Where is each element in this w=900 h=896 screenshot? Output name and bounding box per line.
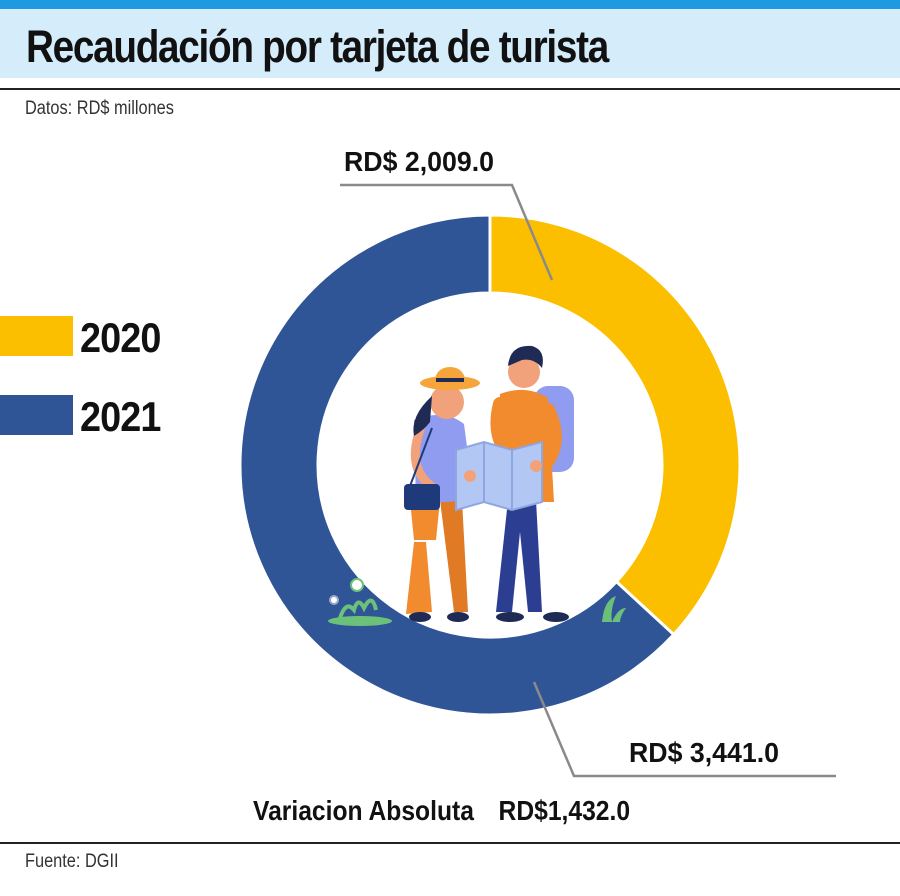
chart-source: Fuente: DGII xyxy=(25,851,119,872)
data-label-2020: RD$ 2,009.0 xyxy=(344,146,494,177)
chart-title: Recaudación por tarjeta de turista xyxy=(26,21,609,72)
plant-left-icon xyxy=(328,578,392,626)
header-divider xyxy=(0,88,900,90)
footer-divider xyxy=(0,842,900,844)
legend-swatch-2021 xyxy=(0,395,73,435)
absolute-variation: Variacion Absoluta RD$1,432.0 xyxy=(253,795,630,827)
donut-slice-2021 xyxy=(238,213,676,717)
plant-right-icon xyxy=(602,596,626,622)
donut-slice-2020 xyxy=(488,213,742,637)
leader-line-2020 xyxy=(340,183,554,281)
tourist-couple-illustration xyxy=(328,345,626,626)
chart-subtitle: Datos: RD$ millones xyxy=(25,98,174,119)
title-band: Recaudación por tarjeta de turista xyxy=(0,9,900,78)
absolute-variation-value: RD$1,432.0 xyxy=(498,795,631,826)
data-label-2021: RD$ 3,441.0 xyxy=(629,737,779,768)
legend-label-2021: 2021 xyxy=(80,393,161,440)
donut-slices xyxy=(238,213,742,717)
leader-line-2021 xyxy=(532,681,836,778)
woman-figure-icon xyxy=(404,367,480,622)
absolute-variation-label: Variacion Absoluta xyxy=(253,795,474,826)
top-accent-stripe xyxy=(0,0,900,9)
legend-swatch-2020 xyxy=(0,316,73,356)
legend-label-2020: 2020 xyxy=(80,314,161,361)
map-icon xyxy=(455,440,543,512)
